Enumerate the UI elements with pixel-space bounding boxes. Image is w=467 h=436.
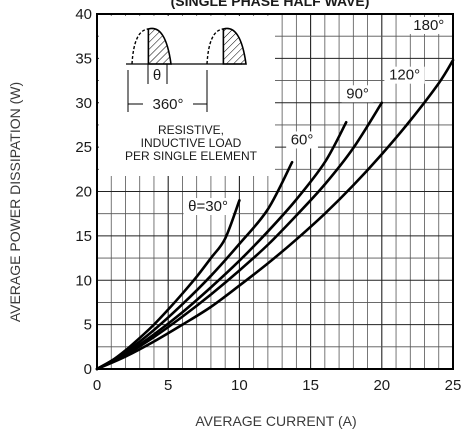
plot-frame bbox=[96, 13, 454, 370]
curve-labels: θ=30° 60° 90° 120° 180° bbox=[183, 16, 449, 216]
waveform-conduction bbox=[222, 27, 247, 65]
y-tick-label: 10 bbox=[75, 272, 92, 289]
x-tick-label: 20 bbox=[373, 377, 390, 394]
curve-series bbox=[95, 58, 455, 371]
x-tick-label: 25 bbox=[445, 377, 462, 394]
curve-label: θ=30° bbox=[188, 198, 228, 215]
x-tick-label: 15 bbox=[302, 377, 319, 394]
y-tick-label: 0 bbox=[84, 361, 92, 378]
curve-label-bg bbox=[341, 85, 374, 103]
y-tick-label: 30 bbox=[75, 95, 92, 112]
y-axis-label: AVERAGE POWER DISSIPATION (W) bbox=[7, 82, 23, 322]
curve-series bbox=[95, 160, 294, 371]
tick-labels: 0 5 10 15 20 25 0 5 10 15 20 25 30 35 40 bbox=[75, 6, 461, 394]
curve-label-bg bbox=[183, 198, 233, 216]
period-label-bg bbox=[143, 94, 193, 112]
x-tick-label: 0 bbox=[93, 377, 101, 394]
y-tick-label: 25 bbox=[75, 139, 92, 156]
curves bbox=[95, 58, 455, 371]
inset-note-line: RESISTIVE, bbox=[158, 123, 224, 137]
waveform-dashed bbox=[131, 28, 149, 65]
x-axis-label: AVERAGE CURRENT (A) bbox=[195, 413, 356, 429]
inset-note-line: INDUCTIVE LOAD bbox=[141, 136, 242, 150]
y-tick-label: 35 bbox=[75, 50, 92, 67]
chart-title: (SINGLE PHASE HALF WAVE) bbox=[171, 0, 370, 9]
curve-label-bg bbox=[384, 66, 425, 84]
curve-label: 180° bbox=[413, 17, 444, 34]
x-tick-label: 5 bbox=[164, 377, 172, 394]
curve-label: 60° bbox=[291, 131, 314, 148]
x-tick-label: 10 bbox=[231, 377, 248, 394]
curve-label: 90° bbox=[346, 85, 369, 102]
curve-label-bg bbox=[286, 131, 318, 149]
period-label: 360° bbox=[152, 96, 183, 113]
inset-note-line: PER SINGLE ELEMENT bbox=[125, 149, 258, 163]
waveform-dashed bbox=[206, 28, 224, 65]
y-tick-label: 20 bbox=[75, 184, 92, 201]
curve-label: 120° bbox=[389, 67, 420, 84]
y-tick-label: 5 bbox=[84, 317, 92, 334]
curve-label-bg bbox=[408, 16, 449, 34]
y-tick-label: 15 bbox=[75, 228, 92, 245]
curve-series bbox=[95, 120, 348, 371]
waveform-conduction bbox=[147, 27, 172, 65]
curve-series bbox=[95, 101, 384, 371]
y-tick-label: 40 bbox=[75, 6, 92, 23]
theta-label: θ bbox=[153, 67, 161, 84]
